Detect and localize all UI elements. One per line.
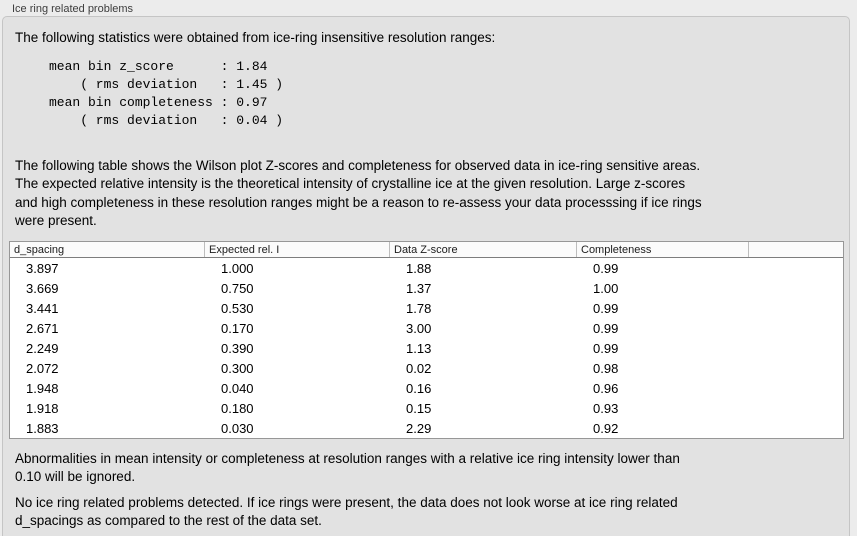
stats-intro-text: The following statistics were obtained f… (15, 30, 496, 45)
table-cell: 2.671 (26, 320, 59, 336)
table-cell: 0.300 (221, 360, 254, 376)
column-header-data-z-score[interactable]: Data Z-score (390, 242, 577, 257)
table-cell: 3.897 (26, 260, 59, 276)
ignore-threshold-note: Abnormalities in mean intensity or compl… (15, 451, 680, 485)
table-description-text: The following table shows the Wilson plo… (15, 158, 702, 229)
table-body: 3.897 1.000 1.88 0.99 3.669 0.750 1.37 1.00 3.44… (10, 258, 843, 438)
table-row[interactable]: 1.948 0.040 0.16 0.96 (10, 378, 843, 398)
table-cell: 0.99 (593, 340, 619, 356)
stats-block: mean bin z_score : 1.84 ( rms deviation … (49, 59, 284, 128)
table-cell: 0.02 (406, 360, 432, 376)
table-cell: 0.98 (593, 360, 619, 376)
table-row[interactable]: 2.249 0.390 1.13 0.99 (10, 338, 843, 358)
table-cell: 1.78 (406, 300, 432, 316)
column-header-expected-rel-i[interactable]: Expected rel. I (205, 242, 390, 257)
table-cell: 1.948 (26, 380, 59, 396)
table-cell: 1.13 (406, 340, 432, 356)
table-cell: 1.883 (26, 420, 59, 436)
table-row[interactable]: 3.897 1.000 1.88 0.99 (10, 258, 843, 278)
ice-ring-table: d_spacing Expected rel. I Data Z-score C… (9, 241, 844, 439)
table-cell: 3.00 (406, 320, 432, 336)
table-row[interactable]: 2.671 0.170 3.00 0.99 (10, 318, 843, 338)
conclusion-text: No ice ring related problems detected. I… (15, 495, 678, 529)
table-cell: 2.249 (26, 340, 59, 356)
table-cell: 2.29 (406, 420, 432, 436)
table-cell: 3.669 (26, 280, 59, 296)
column-header-d-spacing[interactable]: d_spacing (10, 242, 205, 257)
table-row[interactable]: 3.669 0.750 1.37 1.00 (10, 278, 843, 298)
table-cell: 1.00 (593, 280, 619, 296)
table-cell: 1.37 (406, 280, 432, 296)
column-header-empty[interactable] (749, 242, 843, 257)
table-cell: 1.000 (221, 260, 254, 276)
table-cell: 0.92 (593, 420, 619, 436)
table-header-row: d_spacing Expected rel. I Data Z-score C… (10, 242, 843, 258)
table-row[interactable]: 2.072 0.300 0.02 0.98 (10, 358, 843, 378)
table-cell: 0.16 (406, 380, 432, 396)
table-cell: 2.072 (26, 360, 59, 376)
table-cell: 0.530 (221, 300, 254, 316)
table-cell: 0.99 (593, 300, 619, 316)
table-cell: 0.030 (221, 420, 254, 436)
panel-title-label: Ice ring related problems (12, 3, 134, 15)
table-cell: 1.918 (26, 400, 59, 416)
table-row[interactable]: 1.883 0.030 2.29 0.92 (10, 418, 843, 438)
table-row[interactable]: 1.918 0.180 0.15 0.93 (10, 398, 843, 418)
table-cell: 0.93 (593, 400, 619, 416)
table-cell: 3.441 (26, 300, 59, 316)
table-cell: 0.99 (593, 260, 619, 276)
table-cell: 0.170 (221, 320, 254, 336)
table-cell: 0.750 (221, 280, 254, 296)
table-cell: 0.390 (221, 340, 254, 356)
table-cell: 0.15 (406, 400, 432, 416)
table-cell: 1.88 (406, 260, 432, 276)
table-cell: 0.99 (593, 320, 619, 336)
table-cell: 0.180 (221, 400, 254, 416)
table-row[interactable]: 3.441 0.530 1.78 0.99 (10, 298, 843, 318)
table-cell: 0.040 (221, 380, 254, 396)
ice-ring-panel: The following statistics were obtained f… (2, 16, 850, 536)
column-header-completeness[interactable]: Completeness (577, 242, 749, 257)
table-cell: 0.96 (593, 380, 619, 396)
